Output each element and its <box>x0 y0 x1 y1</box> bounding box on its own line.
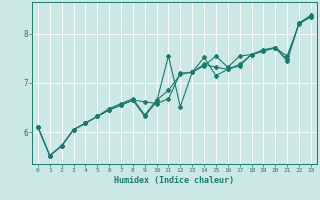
X-axis label: Humidex (Indice chaleur): Humidex (Indice chaleur) <box>115 176 234 185</box>
